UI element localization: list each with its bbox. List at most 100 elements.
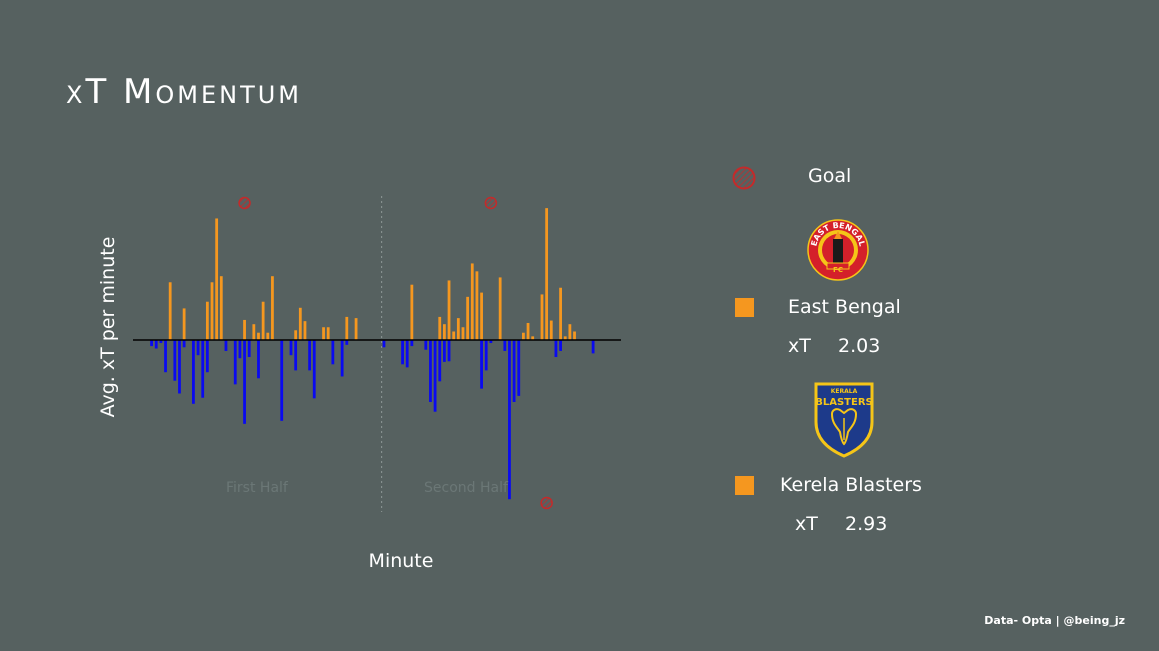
kerela-blasters-bar-min-76 xyxy=(503,340,507,351)
kerela-blasters-bar-min-11 xyxy=(201,340,205,398)
east-bengal-bar-min-37 xyxy=(322,327,325,340)
east-bengal-xt-label: xT xyxy=(788,335,811,357)
kerela-blasters-bar-min-72 xyxy=(484,340,488,371)
east-bengal-bar-min-90 xyxy=(568,324,572,340)
east-bengal-bar-min-86 xyxy=(549,320,553,340)
kerela-blasters-bar-min-42 xyxy=(345,340,349,345)
kerela-blasters-bar-min-2 xyxy=(159,340,163,344)
east-bengal-bar-min-12 xyxy=(205,301,209,340)
kerela-blasters-bar-min-7 xyxy=(182,340,186,348)
kerela-blasters-bar-min-1 xyxy=(154,340,158,349)
east-bengal-bar-min-13 xyxy=(210,282,214,340)
kerela-blasters-bar-min-3 xyxy=(164,340,167,373)
east-bengal-bar-min-14 xyxy=(215,218,219,340)
kerela-blasters-bar-min-39 xyxy=(331,340,335,365)
kerela-blasters-bar-min-35 xyxy=(312,340,316,399)
east-bengal-bar-min-70 xyxy=(475,271,479,340)
kerela-blasters-bar-min-71 xyxy=(480,340,483,389)
kerela-blasters-bar-min-60 xyxy=(429,340,432,402)
kerela-blasters-bar-min-16 xyxy=(224,340,228,351)
kerala-blasters-xt-label: xT xyxy=(795,513,818,535)
kerala-blasters-logo-main: BLASTERS xyxy=(815,397,873,408)
east-bengal-bar-min-65 xyxy=(452,331,456,340)
east-bengal-bar-min-67 xyxy=(461,327,465,340)
chart-title: xT Momentum xyxy=(66,72,303,112)
east-bengal-bar-min-66 xyxy=(456,318,460,340)
kerela-blasters-bar-min-34 xyxy=(308,340,312,371)
east-bengal-bar-min-4 xyxy=(168,282,172,340)
kerela-blasters-bar-min-61 xyxy=(433,340,437,412)
goal-marker-3 xyxy=(540,496,553,510)
east-bengal-bar-min-71 xyxy=(480,292,483,340)
east-bengal-bar-min-89 xyxy=(563,336,567,340)
kerela-blasters-bar-min-59 xyxy=(424,340,428,350)
east-bengal-swatch xyxy=(735,298,754,317)
east-bengal-bar-min-23 xyxy=(257,332,260,340)
east-bengal-bar-min-84 xyxy=(540,294,544,340)
east-bengal-bar-min-88 xyxy=(559,287,562,340)
kerela-blasters-bar-min-30 xyxy=(289,340,293,356)
kerela-blasters-bar-min-5 xyxy=(173,340,177,381)
kerela-blasters-bar-min-18 xyxy=(233,340,237,385)
kerela-blasters-bar-min-73 xyxy=(489,340,493,344)
east-bengal-bar-min-33 xyxy=(303,321,307,340)
x-axis-label: Minute xyxy=(368,550,434,572)
kerela-blasters-bar-min-56 xyxy=(410,340,414,347)
east-bengal-bar-min-85 xyxy=(545,208,549,340)
kerala-blasters-swatch xyxy=(735,476,754,495)
kerela-blasters-bar-min-63 xyxy=(443,340,446,362)
east-bengal-logo-fc: FC xyxy=(833,266,843,274)
east-bengal-logo: EAST BENGAL FC xyxy=(807,219,869,281)
bars-layer xyxy=(150,208,595,500)
east-bengal-bar-min-62 xyxy=(438,316,442,340)
east-bengal-bar-min-22 xyxy=(252,324,256,340)
kerela-blasters-bar-min-54 xyxy=(401,340,404,365)
kerala-blasters-name: Kerela Blasters xyxy=(780,474,922,496)
east-bengal-bar-min-63 xyxy=(443,324,446,340)
goals-layer xyxy=(238,196,553,510)
kerela-blasters-bar-min-12 xyxy=(205,340,209,373)
kerela-blasters-bar-min-95 xyxy=(591,340,595,354)
east-bengal-bar-min-32 xyxy=(298,307,302,340)
kerela-blasters-bar-min-19 xyxy=(238,340,242,359)
kerela-blasters-bar-min-79 xyxy=(517,340,521,396)
east-bengal-bar-min-7 xyxy=(182,308,186,340)
east-bengal-bar-min-80 xyxy=(522,332,525,340)
kerela-blasters-bar-min-55 xyxy=(405,340,409,368)
kerala-blasters-logo-top: KERALA xyxy=(831,388,858,395)
kerela-blasters-bar-min-50 xyxy=(382,340,386,348)
kerela-blasters-bar-min-88 xyxy=(559,340,562,351)
east-bengal-bar-min-25 xyxy=(266,332,270,340)
goal-marker-1 xyxy=(238,196,251,210)
kerela-blasters-bar-min-0 xyxy=(150,340,153,347)
east-bengal-name: East Bengal xyxy=(788,296,901,318)
goal-marker-2 xyxy=(484,196,498,210)
kerela-blasters-bar-min-77 xyxy=(508,340,511,500)
goal-legend-label: Goal xyxy=(808,165,852,187)
east-bengal-bar-min-64 xyxy=(447,280,451,340)
kerela-blasters-bar-min-78 xyxy=(512,340,516,402)
kerela-blasters-bar-min-62 xyxy=(438,340,442,382)
hatched-circle-icon xyxy=(732,166,756,190)
east-bengal-bar-min-20 xyxy=(243,319,246,340)
data-source-footer: Data- Opta | @being_jz xyxy=(984,614,1125,627)
east-bengal-bar-min-15 xyxy=(219,276,223,340)
east-bengal-bar-min-75 xyxy=(498,277,502,340)
kerela-blasters-bar-min-41 xyxy=(340,340,344,377)
kerela-blasters-bar-min-10 xyxy=(196,340,200,356)
east-bengal-bar-min-68 xyxy=(466,296,470,340)
east-bengal-bar-min-82 xyxy=(531,336,535,340)
east-bengal-bar-min-24 xyxy=(261,301,265,340)
kerela-blasters-bar-min-64 xyxy=(447,340,451,362)
second-half-label: Second Half xyxy=(424,480,508,496)
kerela-blasters-bar-min-21 xyxy=(247,340,251,358)
east-bengal-bar-min-42 xyxy=(345,316,349,340)
east-bengal-bar-min-69 xyxy=(470,263,474,340)
east-bengal-bar-min-44 xyxy=(354,318,358,340)
east-bengal-bar-min-81 xyxy=(526,322,530,340)
kerela-blasters-bar-min-9 xyxy=(192,340,195,404)
east-bengal-bar-min-38 xyxy=(326,327,330,340)
east-bengal-xt-value: 2.03 xyxy=(838,335,881,357)
east-bengal-bar-min-56 xyxy=(410,284,414,340)
